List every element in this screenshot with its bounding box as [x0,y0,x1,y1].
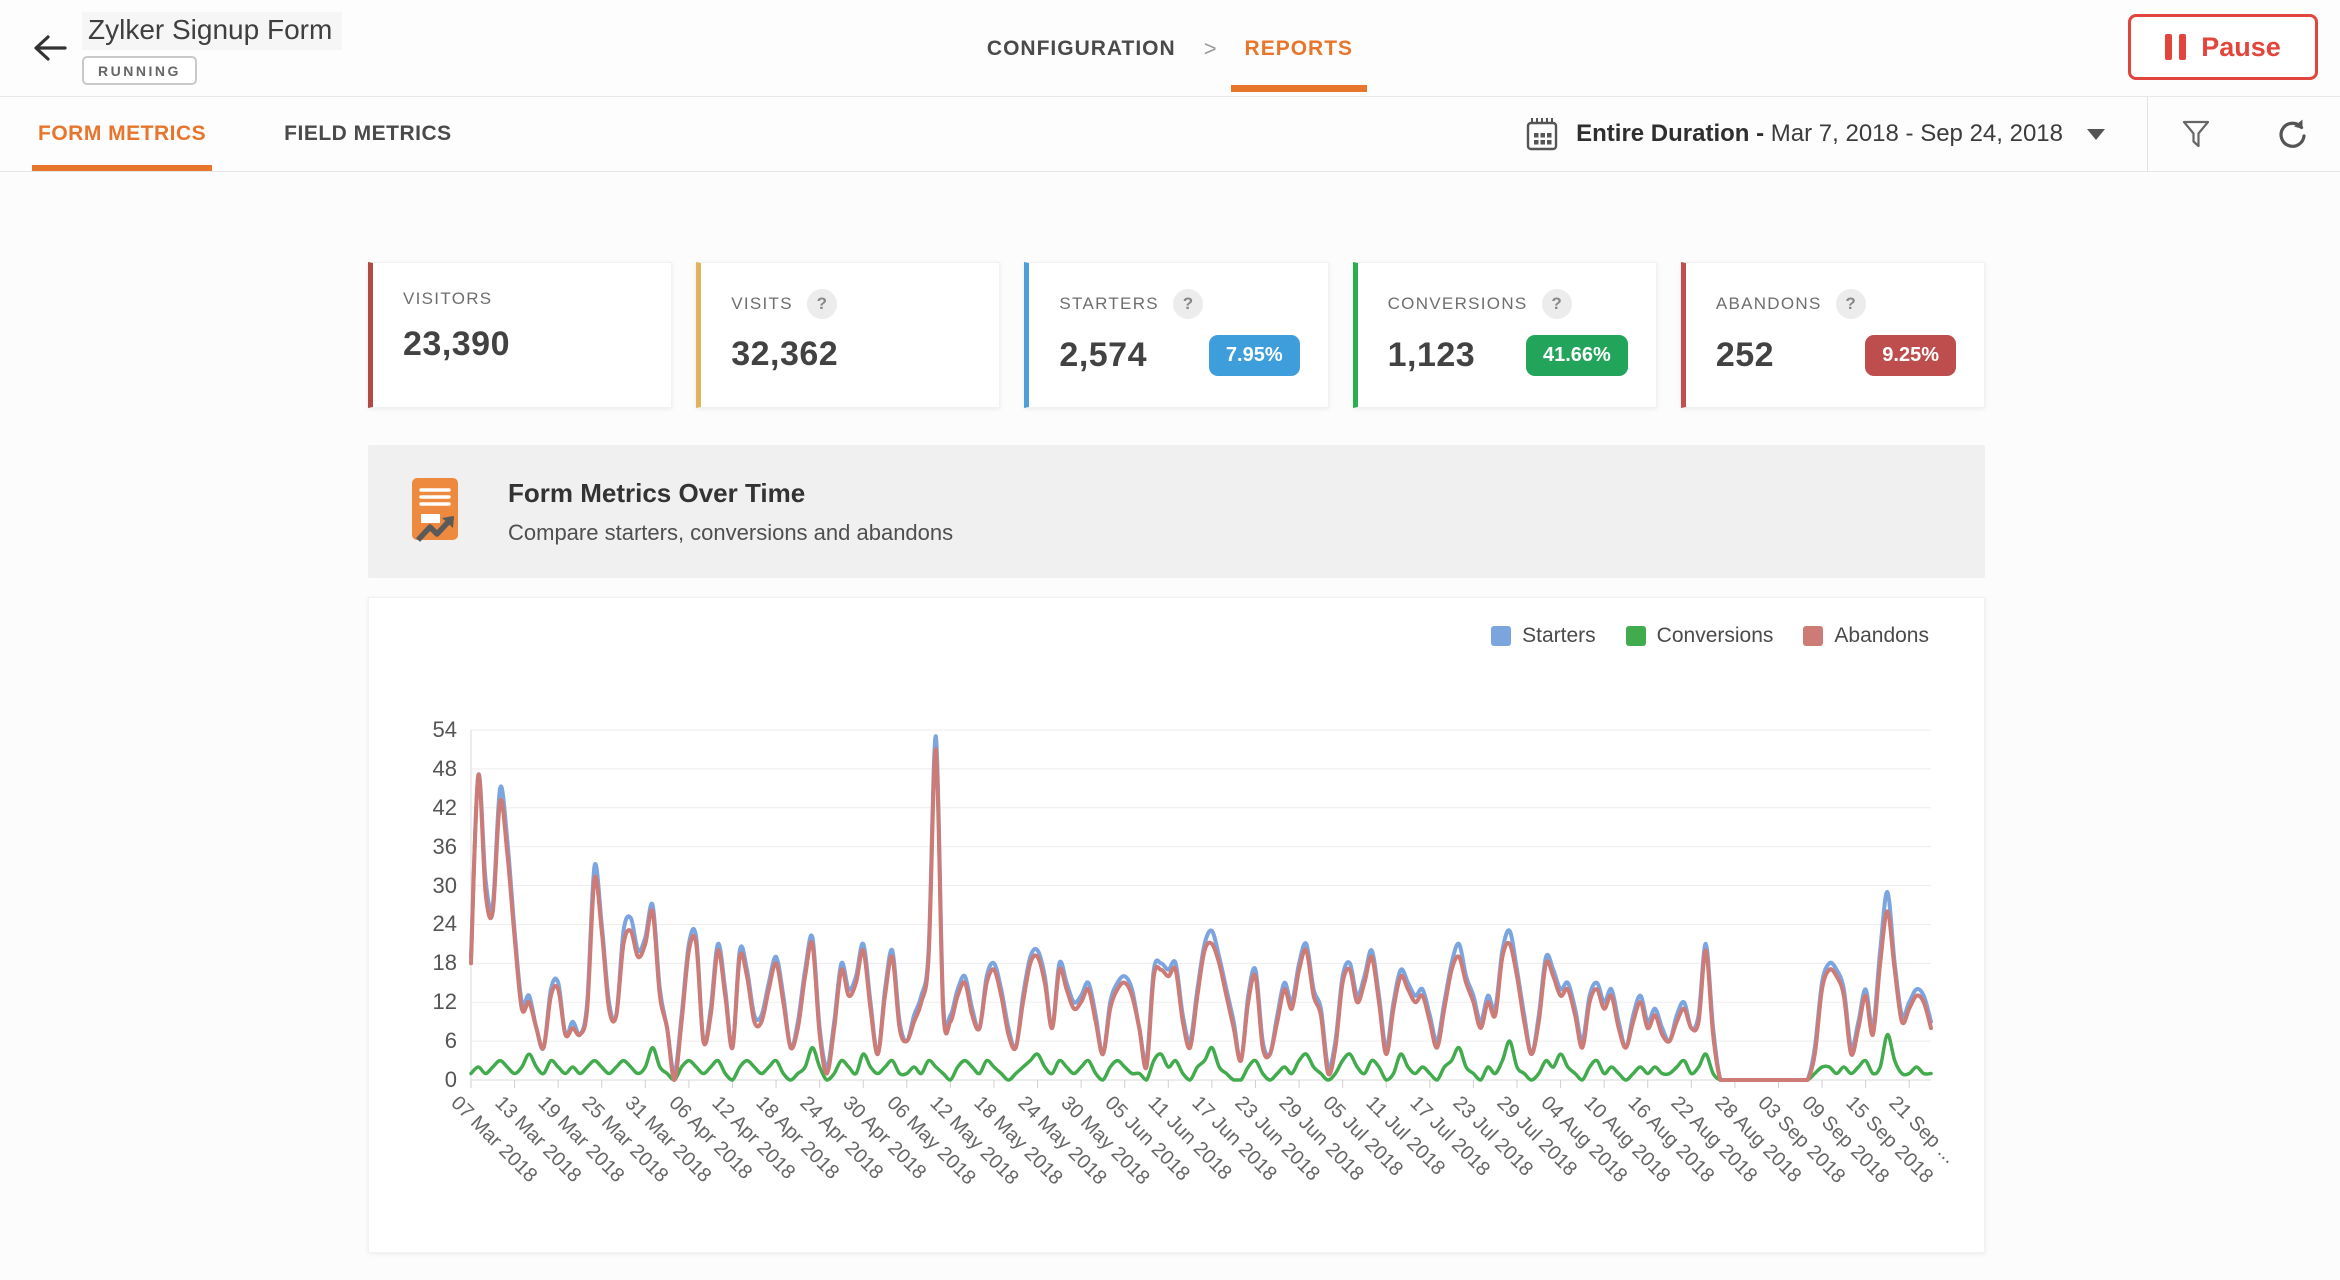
percentage-badge: 41.66% [1525,335,1628,376]
y-axis-label: 18 [432,950,457,976]
legend-item-conversions[interactable]: Conversions [1625,624,1774,648]
tab-bar: FORM METRICS FIELD METRICS Entire Durati… [0,97,2340,172]
card-value: 2,574 [1059,336,1147,374]
filter-icon [2182,120,2210,148]
section-banner: Form Metrics Over Time Compare starters,… [368,445,1985,578]
card-value: 1,123 [1387,336,1476,374]
form-title: Zylker Signup Form [82,12,343,50]
card-label: VISITS [731,294,793,313]
card-label: CONVERSIONS [1387,294,1528,313]
divider [2147,97,2148,171]
stat-card-visitors: VISITORS 23,390 [368,262,673,408]
chart-card: Starters Conversions Abandons 0 6 12 18 24 30… [368,597,1985,1253]
conversions-line [469,1032,1933,1082]
pause-button[interactable]: Pause [2128,14,2318,80]
status-badge: RUNNING [82,56,197,85]
card-value: 23,390 [403,325,510,363]
y-axis-label: 0 [444,1067,457,1092]
legend-item-starters[interactable]: Starters [1491,624,1596,648]
stat-card-visits: VISITS ? 32,362 [696,262,1001,408]
card-value: 32,362 [731,335,839,373]
breadcrumb-configuration[interactable]: CONFIGURATION [986,36,1176,60]
date-range-selector[interactable]: Entire Duration - Mar 7, 2018 - Sep 24, … [1524,97,2147,171]
legend-item-abandons[interactable]: Abandons [1803,624,1929,648]
percentage-badge: 7.95% [1208,335,1300,376]
header: Zylker Signup Form RUNNING CONFIGURATION… [0,0,2340,97]
chevron-down-icon [2087,128,2105,140]
legend-label: Conversions [1656,624,1774,647]
section-title: Form Metrics Over Time [508,477,806,508]
card-label: VISITORS [403,289,493,308]
card-label: STARTERS [1059,294,1159,313]
tab-field-metrics[interactable]: FIELD METRICS [284,122,452,145]
pause-icon [2165,34,2187,60]
help-icon[interactable]: ? [806,289,837,319]
starters-swatch-icon [1491,626,1512,646]
abandons-swatch-icon [1803,626,1824,646]
y-axis-label: 6 [444,1028,457,1054]
y-axis-label: 30 [432,872,457,898]
filter-button[interactable] [2148,97,2244,171]
tab-form-metrics[interactable]: FORM METRICS [31,97,213,171]
chart-legend: Starters Conversions Abandons [1491,624,1929,648]
stat-card-starters: STARTERS ? 2,574 7.95% [1024,262,1329,408]
report-document-icon [412,477,458,542]
stat-card-abandons: ABANDONS ? 252 9.25% [1680,262,1986,408]
breadcrumb: CONFIGURATION > REPORTS [0,0,2340,97]
y-axis-label: 36 [432,833,457,859]
refresh-icon [2279,119,2306,148]
date-range-mode: Entire Duration - [1576,120,1765,147]
help-icon[interactable]: ? [1172,289,1203,319]
calendar-icon [1526,118,1558,151]
legend-label: Starters [1522,624,1596,647]
y-axis-label: 24 [432,911,457,937]
y-axis-label: 54 [432,717,457,742]
abandons-line [469,747,1933,1082]
form-metrics-chart [469,729,1933,1088]
tab-bar-right: Entire Duration - Mar 7, 2018 - Sep 24, … [1524,97,2340,171]
chevron-right-icon: > [1203,35,1217,61]
y-axis-label: 48 [432,755,457,781]
date-range-text: Entire Duration - Mar 7, 2018 - Sep 24, … [1576,120,2063,148]
conversions-swatch-icon [1625,626,1646,646]
help-icon[interactable]: ? [1835,289,1866,319]
stat-card-conversions: CONVERSIONS ? 1,123 41.66% [1352,262,1657,408]
card-label: ABANDONS [1715,294,1822,313]
back-button[interactable] [28,26,72,70]
back-arrow-icon [34,35,67,61]
card-value: 252 [1715,336,1775,374]
help-icon[interactable]: ? [1541,289,1572,319]
date-range-value: Mar 7, 2018 - Sep 24, 2018 [1770,120,2063,147]
y-axis-label: 12 [432,989,457,1015]
pause-button-label: Pause [2201,31,2281,62]
legend-label: Abandons [1834,624,1929,647]
section-banner-text: Form Metrics Over Time Compare starters,… [508,478,953,546]
breadcrumb-reports[interactable]: REPORTS [1230,36,1367,92]
percentage-badge: 9.25% [1865,335,1957,376]
refresh-button[interactable] [2244,97,2340,171]
section-subtitle: Compare starters, conversions and abando… [508,519,954,545]
y-axis-label: 42 [432,794,457,820]
stat-cards-row: VISITORS 23,390 VISITS ? 32,362 STARTERS… [368,262,1986,408]
